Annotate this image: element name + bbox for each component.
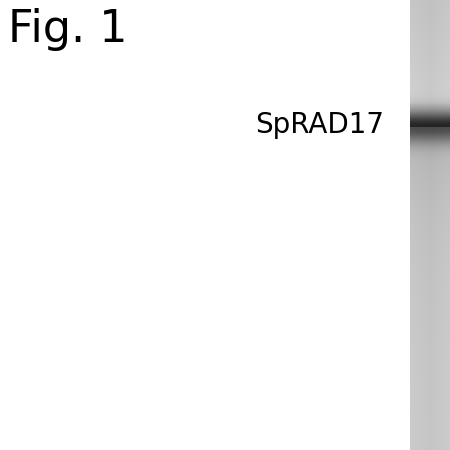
Text: Fig. 1: Fig. 1 [8, 8, 127, 51]
Text: SpRAD17: SpRAD17 [255, 111, 384, 139]
